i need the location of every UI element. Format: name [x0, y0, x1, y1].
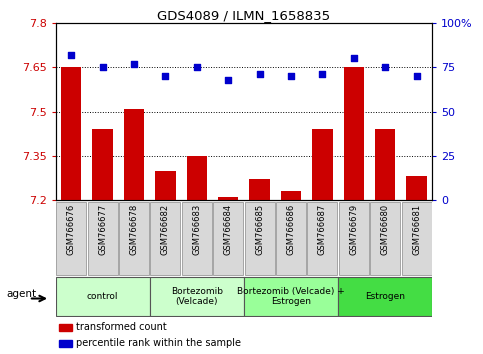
Point [382, 64, 389, 70]
Point [193, 64, 201, 70]
Point [130, 61, 138, 67]
Point [256, 72, 264, 77]
Text: GSM766678: GSM766678 [129, 204, 139, 255]
Bar [59, 340, 72, 347]
FancyBboxPatch shape [56, 201, 86, 275]
Bar [124, 109, 144, 200]
Text: GSM766684: GSM766684 [224, 204, 233, 255]
Bar [155, 171, 176, 200]
Text: GSM766677: GSM766677 [98, 204, 107, 255]
FancyBboxPatch shape [401, 201, 432, 275]
FancyBboxPatch shape [338, 277, 432, 316]
FancyBboxPatch shape [276, 201, 306, 275]
Text: control: control [87, 292, 118, 301]
Text: GSM766679: GSM766679 [349, 204, 358, 255]
Bar [218, 197, 239, 200]
FancyBboxPatch shape [244, 201, 275, 275]
Text: Bortezomib (Velcade) +
Estrogen: Bortezomib (Velcade) + Estrogen [237, 287, 345, 306]
Point [161, 73, 170, 79]
Text: GSM766687: GSM766687 [318, 204, 327, 255]
Text: GSM766681: GSM766681 [412, 204, 421, 255]
Text: GSM766683: GSM766683 [192, 204, 201, 255]
FancyBboxPatch shape [87, 201, 118, 275]
Bar [249, 179, 270, 200]
Point [68, 52, 75, 58]
Point [319, 72, 327, 77]
Bar [343, 67, 364, 200]
Bar [281, 191, 301, 200]
Point [99, 64, 107, 70]
FancyBboxPatch shape [213, 201, 243, 275]
FancyBboxPatch shape [119, 201, 149, 275]
Bar [312, 129, 333, 200]
Text: GSM766680: GSM766680 [381, 204, 390, 255]
Bar [406, 176, 427, 200]
Bar [61, 67, 82, 200]
FancyBboxPatch shape [307, 201, 338, 275]
FancyBboxPatch shape [244, 277, 338, 316]
Bar [186, 156, 207, 200]
FancyBboxPatch shape [150, 201, 181, 275]
Point [412, 73, 420, 79]
Text: GSM766685: GSM766685 [255, 204, 264, 255]
Title: GDS4089 / ILMN_1658835: GDS4089 / ILMN_1658835 [157, 9, 330, 22]
Text: Estrogen: Estrogen [365, 292, 405, 301]
Point [350, 56, 357, 61]
Text: GSM766686: GSM766686 [286, 204, 296, 255]
Text: agent: agent [7, 290, 37, 299]
Bar [92, 129, 113, 200]
FancyBboxPatch shape [150, 277, 244, 316]
Text: transformed count: transformed count [76, 322, 167, 332]
FancyBboxPatch shape [339, 201, 369, 275]
Point [287, 73, 295, 79]
FancyBboxPatch shape [182, 201, 212, 275]
FancyBboxPatch shape [56, 277, 150, 316]
Text: percentile rank within the sample: percentile rank within the sample [76, 338, 242, 348]
Bar [59, 324, 72, 331]
Text: GSM766676: GSM766676 [67, 204, 76, 255]
Point [224, 77, 232, 82]
FancyBboxPatch shape [370, 201, 400, 275]
Text: GSM766682: GSM766682 [161, 204, 170, 255]
Text: Bortezomib
(Velcade): Bortezomib (Velcade) [171, 287, 223, 306]
Bar [375, 129, 396, 200]
